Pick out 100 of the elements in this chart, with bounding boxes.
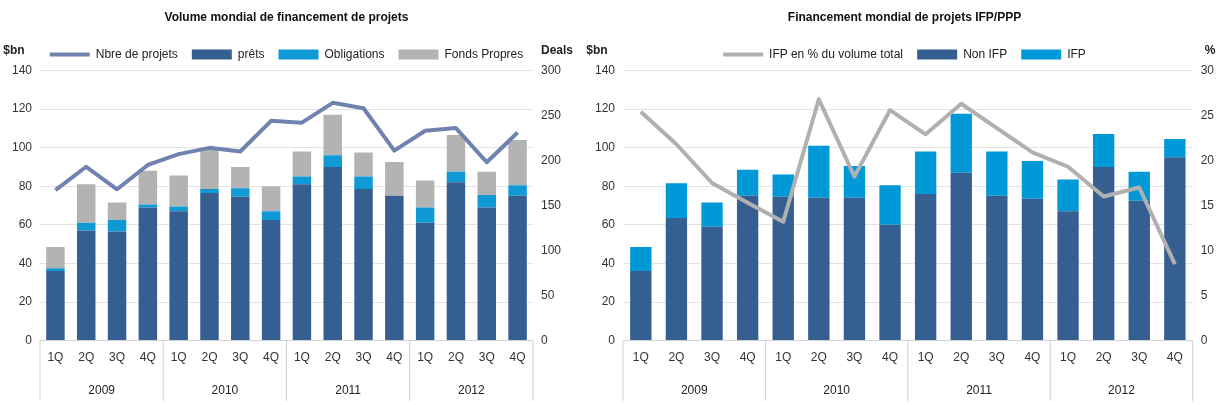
bar [736,169,759,196]
x-tick-label: 2Q [1095,350,1112,365]
x-tick-label: 1Q [775,350,792,365]
bar [107,231,127,341]
bar [986,151,1008,196]
bar [415,207,435,223]
bar [415,180,435,208]
x-tick-label: 3Q [355,350,372,365]
y-tick-label: 0 [608,332,616,347]
y2-tick-label: 25 [1200,107,1215,122]
x-tick-label: 1Q [47,350,64,365]
bar [630,247,652,272]
bar [138,207,158,341]
x-tick-label: 3Q [232,350,249,365]
text: 2010 [211,383,239,398]
y2-tick-label: 100 [540,242,562,257]
y2-tick-label: 250 [540,107,562,122]
y-tick-label: 80 [18,178,33,193]
bar [1057,211,1079,341]
y2-axis-title: Deals [540,42,574,57]
y-tick-label: 20 [601,294,616,309]
bar [354,189,373,341]
x-tick-label: 3Q [478,350,495,365]
text: 2012 [458,383,486,398]
bar [261,219,281,341]
bar [1164,138,1186,158]
y-tick-label: 40 [601,255,616,270]
text: 2012 [1108,383,1136,398]
bar [138,170,158,205]
x-tick-label: 4Q [1166,350,1183,365]
x-tick-label: 3Q [1131,350,1148,365]
bar [508,185,527,196]
x-tick-label: 1Q [632,350,649,365]
y2-tick-label: 5 [1200,287,1208,302]
bar [508,139,527,186]
bar [107,219,127,232]
y2-tick-label: 0 [1200,332,1208,347]
text: 2011 [335,383,362,398]
y-tick-label: 0 [25,332,33,347]
bar [1057,179,1079,212]
x-tick-label: 3Q [704,350,721,365]
y-axis-title: $bn [3,42,25,57]
x-tick-label: 2Q [953,350,970,365]
x-tick-label: 4Q [386,350,403,365]
y-tick-label: 40 [18,255,33,270]
y2-axis-title: % [1204,42,1216,57]
bar [808,197,830,341]
bar [630,271,652,341]
text: 2009 [680,383,708,398]
bar [200,192,219,341]
x-tick-label: 4Q [139,350,156,365]
bar [107,202,127,220]
text: 2010 [823,383,851,398]
bar [1021,198,1044,341]
y2-tick-label: 200 [540,152,562,167]
bar [46,247,65,269]
y2-tick-label: 15 [1200,197,1215,212]
y2-tick-label: 10 [1200,242,1215,257]
bar [76,222,96,231]
bar [169,206,188,212]
bar [323,155,342,167]
bar [665,218,688,341]
bar [446,182,466,341]
bar [292,184,312,341]
bar [477,194,497,208]
bar [879,224,901,341]
x-tick-label: 1Q [1060,350,1077,365]
y-tick-label: 140 [594,62,616,77]
x-tick-label: 2Q [810,350,827,365]
x-tick-label: 1Q [293,350,310,365]
legend-label: IFP [1067,46,1086,61]
x-tick-label: 4Q [509,350,526,365]
bar [701,226,723,341]
bar [477,207,497,341]
bar [1092,134,1115,167]
x-tick-label: 2Q [78,350,95,365]
x-tick-label: 3Q [988,350,1005,365]
x-tick-label: 2Q [447,350,464,365]
bar [200,189,219,193]
bar [772,196,794,341]
y2-tick-label: 300 [540,62,562,77]
y2-tick-label: 30 [1200,62,1215,77]
text: 2009 [88,383,116,398]
bar [1128,200,1150,341]
legend-label: Obligations [324,46,385,61]
bar [261,186,281,212]
x-tick-label: 2Q [201,350,218,365]
bar [1164,157,1186,341]
x-tick-label: 1Q [417,350,434,365]
bar [446,135,466,172]
bar [323,114,342,156]
bar [76,184,96,223]
bar [1092,166,1115,341]
text: 2011 [966,383,993,398]
x-tick-label: 2Q [668,350,685,365]
bar [169,175,188,207]
x-tick-label: 4Q [739,350,756,365]
x-tick-label: 4Q [882,350,899,365]
bar [1021,161,1044,199]
bar [261,211,281,220]
